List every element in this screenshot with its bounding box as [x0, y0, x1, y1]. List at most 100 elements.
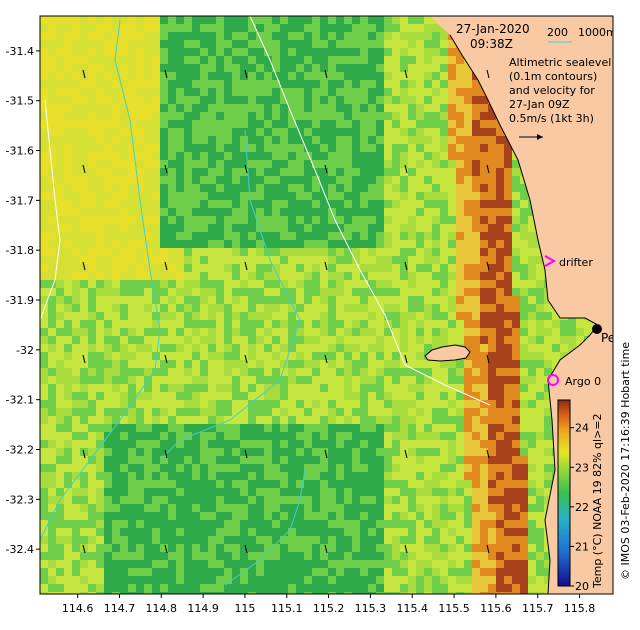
- sst-pixel: [456, 152, 464, 160]
- sst-pixel: [560, 336, 568, 344]
- sst-pixel: [280, 168, 288, 176]
- sst-pixel: [480, 376, 488, 384]
- sst-pixel: [136, 328, 144, 336]
- sst-pixel: [248, 88, 256, 96]
- sst-pixel: [72, 320, 80, 328]
- sst-pixel: [208, 80, 216, 88]
- sst-pixel: [280, 152, 288, 160]
- sst-pixel: [488, 560, 496, 568]
- sst-pixel: [416, 248, 424, 256]
- sst-pixel: [328, 136, 336, 144]
- sst-pixel: [456, 544, 464, 552]
- sst-pixel: [72, 368, 80, 376]
- sst-pixel: [320, 296, 328, 304]
- sst-pixel: [472, 128, 480, 136]
- sst-pixel: [72, 400, 80, 408]
- sst-pixel: [224, 488, 232, 496]
- sst-pixel: [56, 352, 64, 360]
- sst-pixel: [368, 56, 376, 64]
- sst-pixel: [312, 120, 320, 128]
- sst-pixel: [400, 368, 408, 376]
- sst-pixel: [472, 544, 480, 552]
- sst-pixel: [328, 400, 336, 408]
- sst-pixel: [168, 136, 176, 144]
- sst-pixel: [296, 24, 304, 32]
- sst-pixel: [432, 536, 440, 544]
- sst-pixel: [400, 232, 408, 240]
- sst-pixel: [488, 392, 496, 400]
- sst-pixel: [120, 224, 128, 232]
- sst-pixel: [104, 56, 112, 64]
- sst-pixel: [160, 304, 168, 312]
- sst-pixel: [200, 160, 208, 168]
- sst-pixel: [240, 528, 248, 536]
- sst-pixel: [288, 24, 296, 32]
- sst-pixel: [40, 480, 48, 488]
- sst-pixel: [280, 120, 288, 128]
- sst-pixel: [416, 192, 424, 200]
- sst-pixel: [296, 504, 304, 512]
- sst-pixel: [56, 16, 64, 24]
- sst-pixel: [392, 512, 400, 520]
- sst-pixel: [392, 224, 400, 232]
- sst-pixel: [384, 528, 392, 536]
- sst-pixel: [496, 424, 504, 432]
- sst-pixel: [176, 568, 184, 576]
- sst-pixel: [152, 416, 160, 424]
- sst-pixel: [512, 496, 520, 504]
- sst-pixel: [480, 104, 488, 112]
- sst-pixel: [88, 288, 96, 296]
- sst-pixel: [104, 264, 112, 272]
- sst-pixel: [544, 400, 552, 408]
- sst-pixel: [432, 56, 440, 64]
- sst-pixel: [256, 128, 264, 136]
- sst-pixel: [544, 488, 552, 496]
- sst-pixel: [480, 136, 488, 144]
- sst-pixel: [488, 144, 496, 152]
- sst-pixel: [192, 488, 200, 496]
- sst-pixel: [152, 456, 160, 464]
- sst-pixel: [232, 520, 240, 528]
- sst-pixel: [456, 440, 464, 448]
- sst-pixel: [464, 272, 472, 280]
- sst-pixel: [104, 304, 112, 312]
- sst-pixel: [56, 320, 64, 328]
- sst-pixel: [424, 472, 432, 480]
- sst-pixel: [392, 504, 400, 512]
- sst-pixel: [112, 552, 120, 560]
- sst-pixel: [456, 136, 464, 144]
- sst-pixel: [96, 472, 104, 480]
- sst-pixel: [304, 104, 312, 112]
- sst-pixel: [112, 56, 120, 64]
- sst-pixel: [232, 472, 240, 480]
- sst-pixel: [376, 136, 384, 144]
- sst-pixel: [272, 552, 280, 560]
- sst-pixel: [512, 488, 520, 496]
- sst-pixel: [376, 456, 384, 464]
- sst-pixel: [72, 104, 80, 112]
- sst-pixel: [208, 48, 216, 56]
- sst-pixel: [112, 200, 120, 208]
- sst-pixel: [208, 432, 216, 440]
- sst-pixel: [104, 360, 112, 368]
- sst-pixel: [376, 560, 384, 568]
- sst-pixel: [112, 120, 120, 128]
- sst-pixel: [184, 344, 192, 352]
- sst-pixel: [528, 240, 536, 248]
- sst-pixel: [344, 248, 352, 256]
- sst-pixel: [472, 80, 480, 88]
- sst-pixel: [256, 296, 264, 304]
- sst-pixel: [448, 408, 456, 416]
- sst-pixel: [480, 432, 488, 440]
- sst-pixel: [216, 216, 224, 224]
- sst-pixel: [392, 488, 400, 496]
- sst-pixel: [112, 536, 120, 544]
- sst-pixel: [368, 64, 376, 72]
- sst-pixel: [376, 72, 384, 80]
- sst-pixel: [280, 544, 288, 552]
- sst-pixel: [448, 448, 456, 456]
- sst-pixel: [416, 304, 424, 312]
- sst-pixel: [456, 224, 464, 232]
- sst-pixel: [368, 96, 376, 104]
- sst-pixel: [176, 104, 184, 112]
